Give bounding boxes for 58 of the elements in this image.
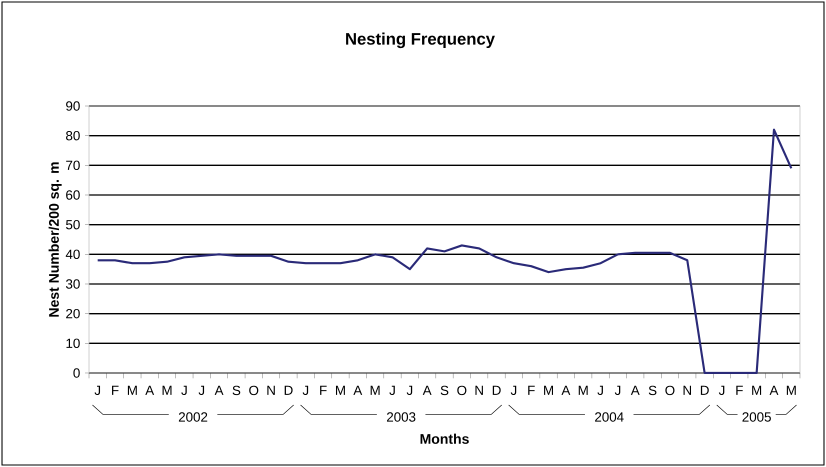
- x-tick-label: N: [475, 386, 483, 395]
- x-tick-label: M: [336, 386, 345, 395]
- y-tick-label: 60: [66, 190, 80, 200]
- x-tick-label: M: [544, 386, 554, 395]
- x-tick-label: J: [510, 386, 516, 395]
- text: 2004: [595, 412, 624, 422]
- x-tick-label: F: [528, 386, 535, 395]
- x-tick-label: J: [597, 386, 603, 395]
- x-tick-label: F: [112, 386, 119, 395]
- text: 2002: [178, 412, 208, 422]
- x-tick-label: M: [786, 386, 796, 395]
- y-tick-label: 80: [66, 130, 80, 140]
- x-tick-label: S: [440, 386, 448, 396]
- x-tick-label: A: [630, 386, 640, 395]
- y-tick-label: 10: [66, 338, 80, 348]
- text: 2003: [386, 412, 416, 422]
- y-tick-label: 0: [73, 368, 80, 378]
- x-tick-label: M: [162, 386, 172, 395]
- x-tick-label: M: [578, 386, 588, 395]
- x-tick-label: J: [614, 386, 620, 395]
- x-tick-label: J: [302, 386, 308, 395]
- x-tick-label: N: [684, 386, 692, 395]
- x-tick-label: J: [406, 386, 412, 395]
- x-axis-title: Months: [420, 434, 469, 444]
- x-tick-label: J: [389, 386, 395, 395]
- y-tick-label: 90: [66, 101, 80, 111]
- x-tick-label: J: [718, 386, 724, 395]
- x-tick-label: N: [267, 386, 275, 395]
- x-tick-label: A: [561, 386, 570, 395]
- x-tick-label: F: [320, 386, 327, 395]
- text: 2005: [742, 412, 771, 422]
- x-tick-label: A: [145, 386, 154, 395]
- y-tick-label: 70: [66, 160, 80, 170]
- x-tick-label: M: [370, 386, 380, 395]
- y-axis-title: Nest Number/200 sq. m: [48, 162, 62, 317]
- x-tick-label: D: [492, 386, 501, 395]
- y-tick-label: 30: [66, 279, 80, 289]
- x-tick-label: O: [665, 386, 674, 396]
- x-tick-label: M: [128, 386, 137, 395]
- x-tick-label: A: [214, 386, 224, 395]
- x-tick-label: O: [249, 386, 258, 396]
- chart-title: Nesting Frequency: [346, 32, 495, 48]
- x-tick-label: M: [752, 386, 762, 395]
- x-tick-label: S: [232, 386, 240, 396]
- x-tick-label: S: [648, 386, 656, 396]
- x-tick-label: A: [422, 386, 432, 395]
- x-tick-label: A: [353, 386, 362, 395]
- x-tick-label: J: [181, 386, 187, 395]
- x-tick-label: F: [736, 386, 743, 395]
- y-tick-label: 20: [66, 308, 80, 318]
- x-tick-label: J: [198, 386, 204, 395]
- x-tick-label: O: [457, 386, 466, 396]
- y-tick-label: 40: [66, 250, 80, 260]
- x-tick-label: D: [700, 386, 709, 395]
- x-tick-label: A: [770, 386, 778, 395]
- x-tick-label: D: [284, 386, 293, 395]
- y-tick-label: 50: [66, 220, 80, 230]
- x-tick-label: J: [94, 386, 100, 395]
